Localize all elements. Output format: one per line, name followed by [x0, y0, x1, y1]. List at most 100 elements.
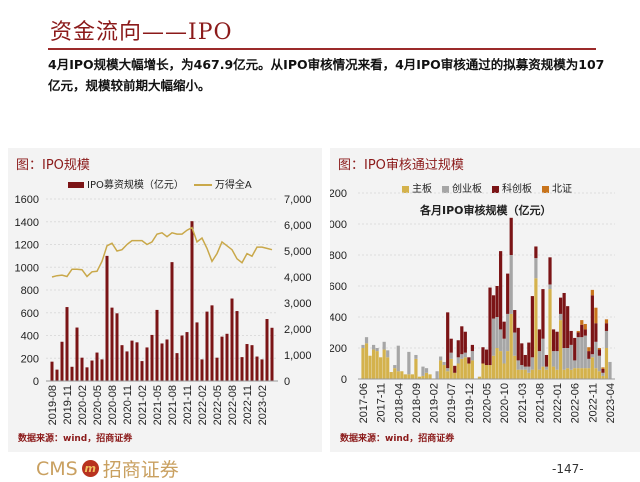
x-tick-label: 2021-08 [534, 383, 546, 423]
main-board-bar [488, 365, 492, 379]
x-tick-label: 2020-11 [122, 385, 134, 425]
chinext-bar [562, 348, 566, 370]
chinext-bar [396, 345, 400, 372]
chinext-bar [361, 344, 365, 348]
chinext-bar [506, 313, 510, 352]
x-tick-label: 2019-11 [62, 385, 74, 425]
x-tick-label: 2022-06 [570, 383, 582, 423]
main-board-bar [379, 357, 383, 379]
ipo-bar [155, 309, 159, 381]
chinext-bar [523, 366, 527, 370]
main-board-bar [544, 369, 549, 379]
star-market-bar [566, 306, 570, 348]
ipo-bar [145, 347, 149, 381]
chinext-bar [509, 255, 513, 314]
x-tick-label: 2021-05 [152, 385, 164, 425]
star-market-bar [481, 347, 485, 364]
chinext-bar [414, 354, 418, 359]
ipo-bar [185, 332, 189, 381]
x-tick-label: 2019-08 [47, 385, 59, 425]
chinext-bar [364, 337, 369, 344]
y2-tick-label: 1,000 [284, 350, 312, 362]
x-tick-label: 2022-01 [552, 383, 564, 423]
ipo-bar [230, 298, 234, 381]
x-tick-label: 2023-02 [257, 385, 269, 425]
star-market-bar [548, 257, 552, 285]
main-board-bar [495, 348, 499, 379]
main-board-bar [499, 351, 503, 379]
legend-item-kechuang: 科创板 [492, 180, 532, 195]
x-tick-label: 2019-12 [464, 383, 476, 423]
ipo-bar [245, 344, 249, 381]
main-board-bar [393, 368, 397, 379]
star-market-bar [513, 310, 517, 333]
x-tick-label: 2020-02 [77, 385, 89, 425]
ipo-bar [110, 307, 114, 381]
chinext-bar [576, 337, 580, 369]
main-board-bar [364, 343, 369, 379]
y-tick-label: 800 [330, 250, 347, 262]
y-tick-label: 1000 [15, 262, 39, 274]
y-tick-label: 1000 [330, 219, 347, 231]
chinext-bar [597, 355, 602, 372]
x-tick-label: 2020-05 [92, 385, 104, 425]
main-board-bar [439, 360, 443, 379]
main-board-bar [551, 366, 556, 379]
ipo-bar [175, 353, 179, 381]
star-market-bar [484, 349, 489, 366]
star-market-bar [527, 342, 531, 367]
main-board-bar [403, 374, 407, 379]
main-board-bar [414, 358, 418, 379]
ipo-bar [260, 359, 264, 381]
bse-bar [590, 289, 594, 296]
x-tick-label: 2022-11 [587, 383, 599, 423]
main-board-bar [509, 313, 513, 379]
legend-item-ipo: IPO募资规模（亿元） [68, 176, 184, 191]
star-market-bar [495, 286, 499, 317]
y-tick-label: 1400 [15, 217, 39, 229]
chinext-bar [460, 354, 464, 359]
main-board-bar [580, 368, 584, 379]
ipo-bar [150, 334, 154, 381]
main-board-bar [463, 357, 467, 379]
summary-text: 4月IPO规模大幅增长，为467.9亿元。从IPO审核情况来看，4月IPO审核通… [48, 57, 605, 93]
y2-tick-label: 7,000 [284, 194, 312, 206]
star-market-bar [463, 331, 467, 353]
chinext-bar [594, 341, 598, 369]
chinext-bar [499, 329, 503, 352]
source-note: 数据来源：wind，招商证券 [340, 434, 455, 444]
source-note: 数据来源：wind，招商证券 [18, 434, 133, 444]
star-market-bar [555, 331, 559, 352]
chinext-bar [555, 351, 559, 370]
ipo-bar [100, 359, 104, 381]
chinext-bar [421, 366, 425, 376]
y2-tick-label: 2,000 [284, 324, 312, 336]
chinext-bar [551, 351, 556, 367]
star-market-bar [594, 323, 598, 342]
star-market-bar [506, 273, 510, 314]
y-tick-label: 200 [330, 343, 347, 355]
star-market-bar [449, 338, 453, 353]
y2-tick-label: 3,000 [284, 298, 312, 310]
bse-bar [601, 367, 605, 369]
x-tick-label: 2022-02 [197, 385, 209, 425]
chinext-bar [537, 351, 542, 370]
ipo-bar [170, 262, 174, 381]
ipo-bar [265, 319, 269, 381]
star-market-bar [456, 340, 460, 358]
legend-item-main: 主板 [402, 180, 432, 195]
chinext-bar [449, 352, 453, 359]
chinext-bar [456, 357, 460, 364]
star-market-bar [470, 344, 474, 352]
main-board-bar [530, 369, 534, 379]
chinext-bar [491, 318, 496, 356]
star-market-bar [453, 365, 457, 373]
star-market-bar [580, 324, 584, 338]
chinext-bar [548, 284, 552, 290]
main-board-bar [527, 372, 531, 379]
star-market-bar [604, 323, 609, 331]
y-tick-label: 0 [33, 376, 39, 388]
star-market-bar [587, 351, 591, 359]
chinext-bar [520, 365, 524, 370]
main-board-bar [375, 351, 379, 379]
